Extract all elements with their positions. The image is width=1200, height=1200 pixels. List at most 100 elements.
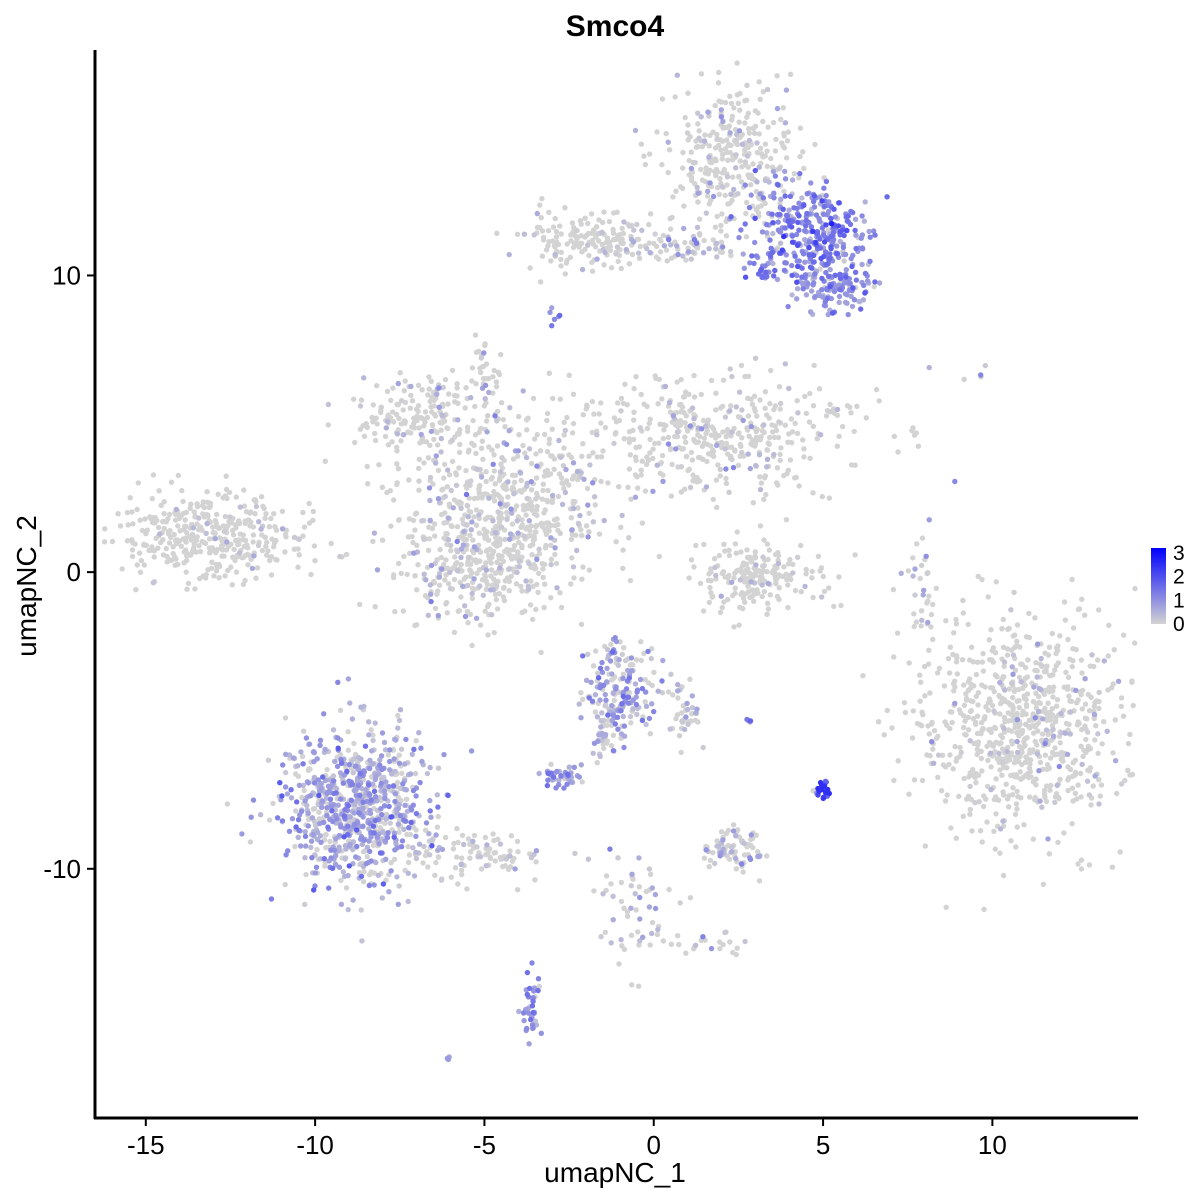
cell-point: [586, 510, 592, 516]
cell-point: [209, 559, 215, 565]
cell-point: [408, 392, 414, 399]
cell-point: [634, 221, 640, 228]
cell-point: [210, 524, 216, 530]
cell-point: [270, 800, 276, 807]
cell-point: [398, 398, 405, 404]
cell-point: [539, 195, 545, 202]
cell-point: [405, 870, 411, 876]
cell-point: [561, 445, 567, 451]
cell-point: [211, 573, 217, 579]
cell-point: [551, 316, 558, 322]
cell-point: [201, 539, 207, 546]
cell-point: [471, 442, 477, 448]
cell-point: [1004, 748, 1010, 755]
cell-point: [947, 752, 953, 758]
cell-point: [961, 702, 968, 709]
cell-point: [808, 180, 814, 186]
cell-point: [237, 504, 243, 510]
cell-point: [1125, 740, 1132, 747]
cell-point: [764, 447, 771, 453]
cell-point: [526, 446, 533, 452]
cell-point: [734, 529, 740, 535]
cell-point: [673, 716, 679, 722]
cell-point: [399, 838, 406, 844]
cell-point: [216, 575, 222, 581]
cell-point: [740, 595, 747, 602]
cell-point: [714, 504, 720, 511]
cell-point: [495, 369, 501, 375]
cell-point: [689, 711, 695, 717]
cell-point: [739, 407, 745, 413]
cell-point: [720, 244, 726, 250]
cell-point: [987, 657, 993, 663]
cell-point: [790, 561, 796, 568]
cell-point: [928, 611, 935, 618]
cell-point: [632, 494, 639, 500]
cell-point: [352, 439, 358, 446]
cell-point: [374, 421, 380, 427]
cell-point: [713, 572, 719, 579]
cell-point: [636, 942, 642, 948]
cell-point: [485, 413, 491, 419]
cell-point: [440, 384, 446, 391]
cell-point: [370, 402, 376, 408]
cell-point: [949, 719, 955, 726]
cell-point: [638, 472, 644, 478]
cell-point: [689, 405, 696, 411]
cell-point: [548, 556, 555, 562]
cell-point: [483, 586, 490, 592]
cell-point: [538, 1030, 544, 1037]
cell-point: [774, 276, 781, 283]
cell-point: [115, 511, 121, 517]
cell-point: [464, 485, 470, 491]
cell-point: [946, 761, 952, 768]
cell-point: [766, 547, 772, 553]
cell-point: [679, 404, 686, 410]
cell-point: [1035, 641, 1041, 647]
cell-point: [395, 805, 402, 812]
cell-point: [384, 835, 391, 841]
cell-point: [343, 885, 350, 891]
cell-point: [1085, 746, 1092, 753]
cell-point: [438, 427, 444, 433]
cell-point: [130, 521, 136, 527]
cell-point: [666, 400, 673, 406]
cell-point: [717, 176, 723, 182]
cell-point: [744, 561, 750, 567]
cell-point: [731, 186, 737, 193]
cell-point: [350, 846, 356, 853]
cell-point: [184, 586, 190, 592]
cell-point: [215, 491, 221, 497]
cell-point: [374, 567, 381, 573]
cell-point: [700, 456, 706, 462]
cell-point: [679, 718, 685, 724]
cell-point: [1073, 687, 1079, 694]
cell-point: [242, 537, 249, 543]
cell-point: [667, 242, 674, 248]
cell-point: [546, 436, 553, 442]
cell-point: [1098, 782, 1105, 788]
cell-point: [561, 785, 567, 791]
cell-point: [769, 422, 775, 428]
cell-point: [685, 706, 691, 713]
cell-point: [987, 750, 994, 756]
cell-point: [950, 766, 956, 772]
cell-point: [1050, 726, 1056, 733]
cell-point: [325, 401, 332, 408]
cell-point: [756, 436, 762, 443]
cell-point: [920, 592, 926, 598]
cell-point: [273, 537, 279, 544]
cell-point: [457, 579, 463, 586]
cell-point: [1078, 743, 1084, 749]
cell-point: [306, 741, 313, 747]
cell-point: [421, 843, 427, 850]
cell-point: [700, 934, 706, 940]
cell-point: [592, 244, 599, 250]
cell-point: [315, 777, 321, 783]
cell-point: [239, 831, 245, 837]
cell-point: [562, 271, 568, 277]
cell-point: [119, 566, 125, 572]
cell-point: [533, 475, 540, 481]
cell-point: [368, 834, 374, 840]
cell-point: [659, 452, 666, 459]
